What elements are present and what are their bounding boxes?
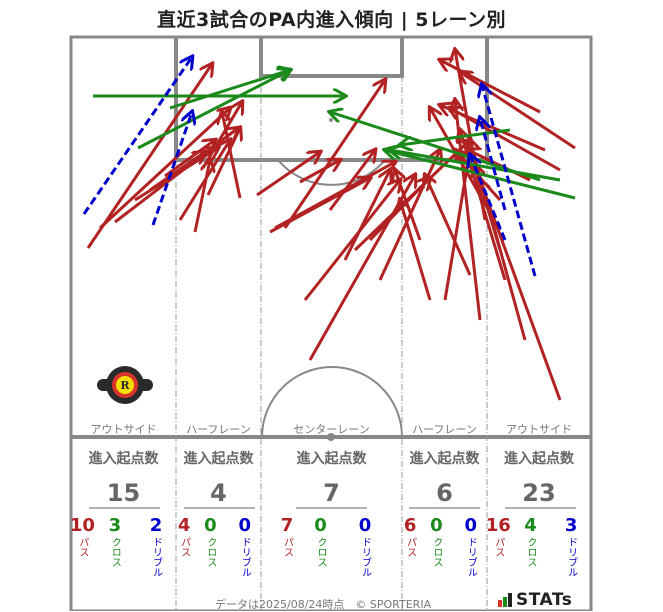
dribble-label: ドリブル — [150, 537, 162, 577]
lane-label-halflane-right: ハーフレーン — [412, 423, 477, 436]
dribble-count: 0 — [358, 515, 372, 536]
team-logo: R — [97, 366, 153, 404]
cross-label: クロス — [315, 537, 326, 567]
stat-header: 進入起点数 — [409, 451, 480, 467]
lane-label-center: センターレーン — [293, 423, 370, 436]
center-circle — [261, 366, 403, 438]
center-spot — [327, 433, 335, 441]
pass-count: 10 — [69, 515, 95, 536]
pass-label: パス — [492, 537, 504, 557]
stat-header: 進入起点数 — [88, 451, 159, 467]
stat-total: 23 — [522, 479, 556, 507]
data-date-note: データは2025/08/24時点 © SPORTERIA — [215, 598, 432, 611]
stat-header: 進入起点数 — [183, 451, 254, 467]
dribble-arrows — [82, 57, 537, 277]
stat-header: 進入起点数 — [504, 451, 574, 467]
stat-total: 7 — [323, 479, 340, 507]
lane-stats-halflane-right: 進入起点数 6 6 パス 0 クロス 0 ドリブル — [402, 448, 487, 577]
pass-label: パス — [281, 537, 293, 557]
stat-total: 4 — [210, 479, 227, 507]
cross-label: クロス — [204, 537, 216, 567]
lane-stats-outside-right: 進入起点数 23 16 パス 4 クロス 3 ドリブル — [485, 448, 591, 577]
lane-label-outside-right: アウトサイド — [506, 423, 572, 436]
stats-logo-icon — [498, 593, 512, 607]
dribble-label: ドリブル — [565, 537, 577, 577]
stats-brand: STATs — [498, 590, 572, 610]
dribble-count: 3 — [564, 515, 578, 536]
stat-total: 15 — [106, 479, 141, 507]
dribble-count: 2 — [149, 515, 163, 536]
cross-count: 0 — [314, 515, 327, 536]
cross-count: 3 — [108, 515, 122, 536]
dribble-count: 0 — [464, 515, 478, 536]
penalty-arc — [277, 159, 386, 186]
pass-count: 4 — [177, 515, 191, 536]
lane-stats-halflane-left: 進入起点数 4 4 パス 0 クロス 0 ドリブル — [176, 448, 261, 577]
pass-count: 16 — [485, 515, 511, 536]
cross-count: 4 — [524, 515, 537, 536]
svg-text:R: R — [120, 379, 130, 392]
cross-count: 0 — [204, 515, 217, 536]
dribble-label: ドリブル — [465, 537, 477, 577]
lane-stats-outside-left: 進入起点数 15 10 パス 3 クロス 2 ドリブル — [69, 448, 176, 577]
pass-count: 7 — [280, 515, 294, 536]
pass-count: 6 — [403, 515, 417, 536]
dribble-label: ドリブル — [239, 537, 251, 577]
cross-label: クロス — [109, 537, 121, 567]
lane-label-halflane-left: ハーフレーン — [186, 423, 251, 436]
stat-header: 進入起点数 — [296, 451, 367, 467]
cross-label: クロス — [524, 537, 536, 567]
lane-dividers — [175, 76, 488, 611]
dribble-count: 0 — [238, 515, 252, 536]
cross-label: クロス — [430, 537, 442, 567]
goal-area — [259, 37, 404, 78]
cross-arrows — [93, 70, 576, 200]
stat-total: 6 — [436, 479, 453, 507]
pass-label: パス — [178, 537, 190, 557]
brand-name: STATs — [516, 590, 573, 610]
penalty-spot — [329, 118, 333, 122]
chart-title: 直近3試合のPA内進入傾向 | 5レーン別 — [156, 9, 507, 31]
pass-label: パス — [76, 537, 88, 557]
lane-label-outside-left: アウトサイド — [90, 423, 157, 436]
lane-stats-center: 進入起点数 7 7 パス 0 クロス 0 ドリブル — [261, 448, 402, 577]
cross-count: 0 — [430, 515, 443, 536]
pass-label: パス — [404, 537, 416, 557]
pitch-outline — [69, 35, 593, 611]
dribble-label: ドリブル — [359, 537, 371, 577]
